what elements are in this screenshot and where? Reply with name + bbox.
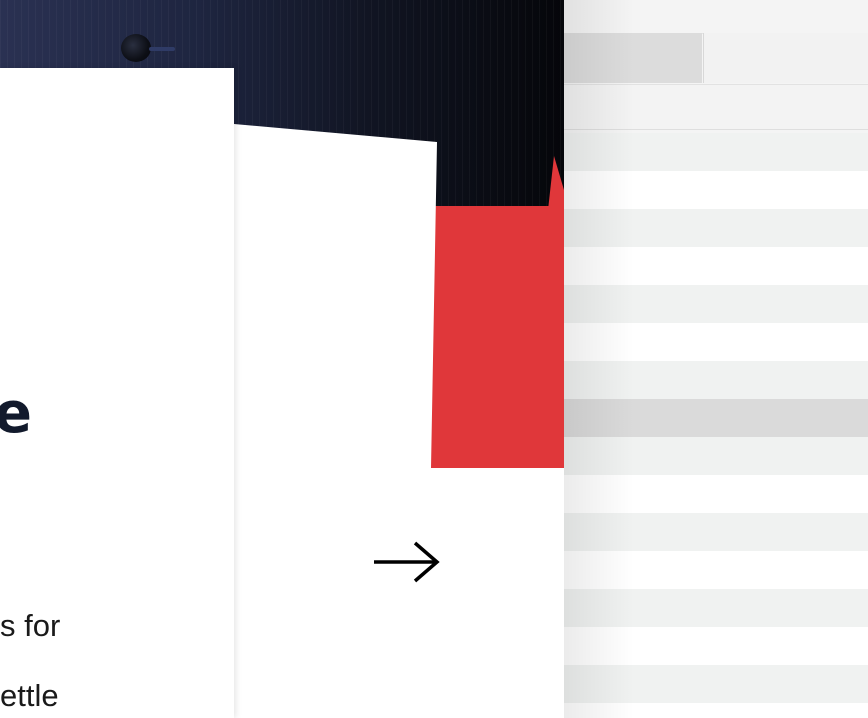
side-table-panel <box>564 0 868 718</box>
table-row[interactable] <box>564 437 868 475</box>
table-row[interactable] <box>564 133 868 171</box>
table-row[interactable] <box>564 551 868 589</box>
table-header <box>564 84 868 130</box>
arrow-right-icon <box>374 541 440 583</box>
table-row[interactable] <box>564 285 868 323</box>
tab-inactive[interactable] <box>703 33 868 83</box>
panel-top-bar <box>564 0 868 34</box>
tab-active[interactable] <box>564 33 702 83</box>
table-row[interactable] <box>564 323 868 361</box>
table-row[interactable] <box>564 589 868 627</box>
table-row[interactable] <box>564 665 868 703</box>
article-card[interactable] <box>0 68 234 718</box>
table-row[interactable] <box>564 475 868 513</box>
article-body-line: ettle <box>0 678 59 713</box>
article-body-line: s for <box>0 608 61 643</box>
suit-button-detail <box>121 34 175 62</box>
table-row[interactable] <box>564 399 868 437</box>
table-row[interactable] <box>564 513 868 551</box>
table-row[interactable] <box>564 627 868 665</box>
table-row[interactable] <box>564 209 868 247</box>
read-more-arrow-link[interactable] <box>370 538 442 586</box>
table-row[interactable] <box>564 703 868 718</box>
article-headline: e <box>0 381 32 446</box>
table-row[interactable] <box>564 361 868 399</box>
table-row[interactable] <box>564 171 868 209</box>
table-row[interactable] <box>564 247 868 285</box>
red-accent-block <box>431 206 564 468</box>
